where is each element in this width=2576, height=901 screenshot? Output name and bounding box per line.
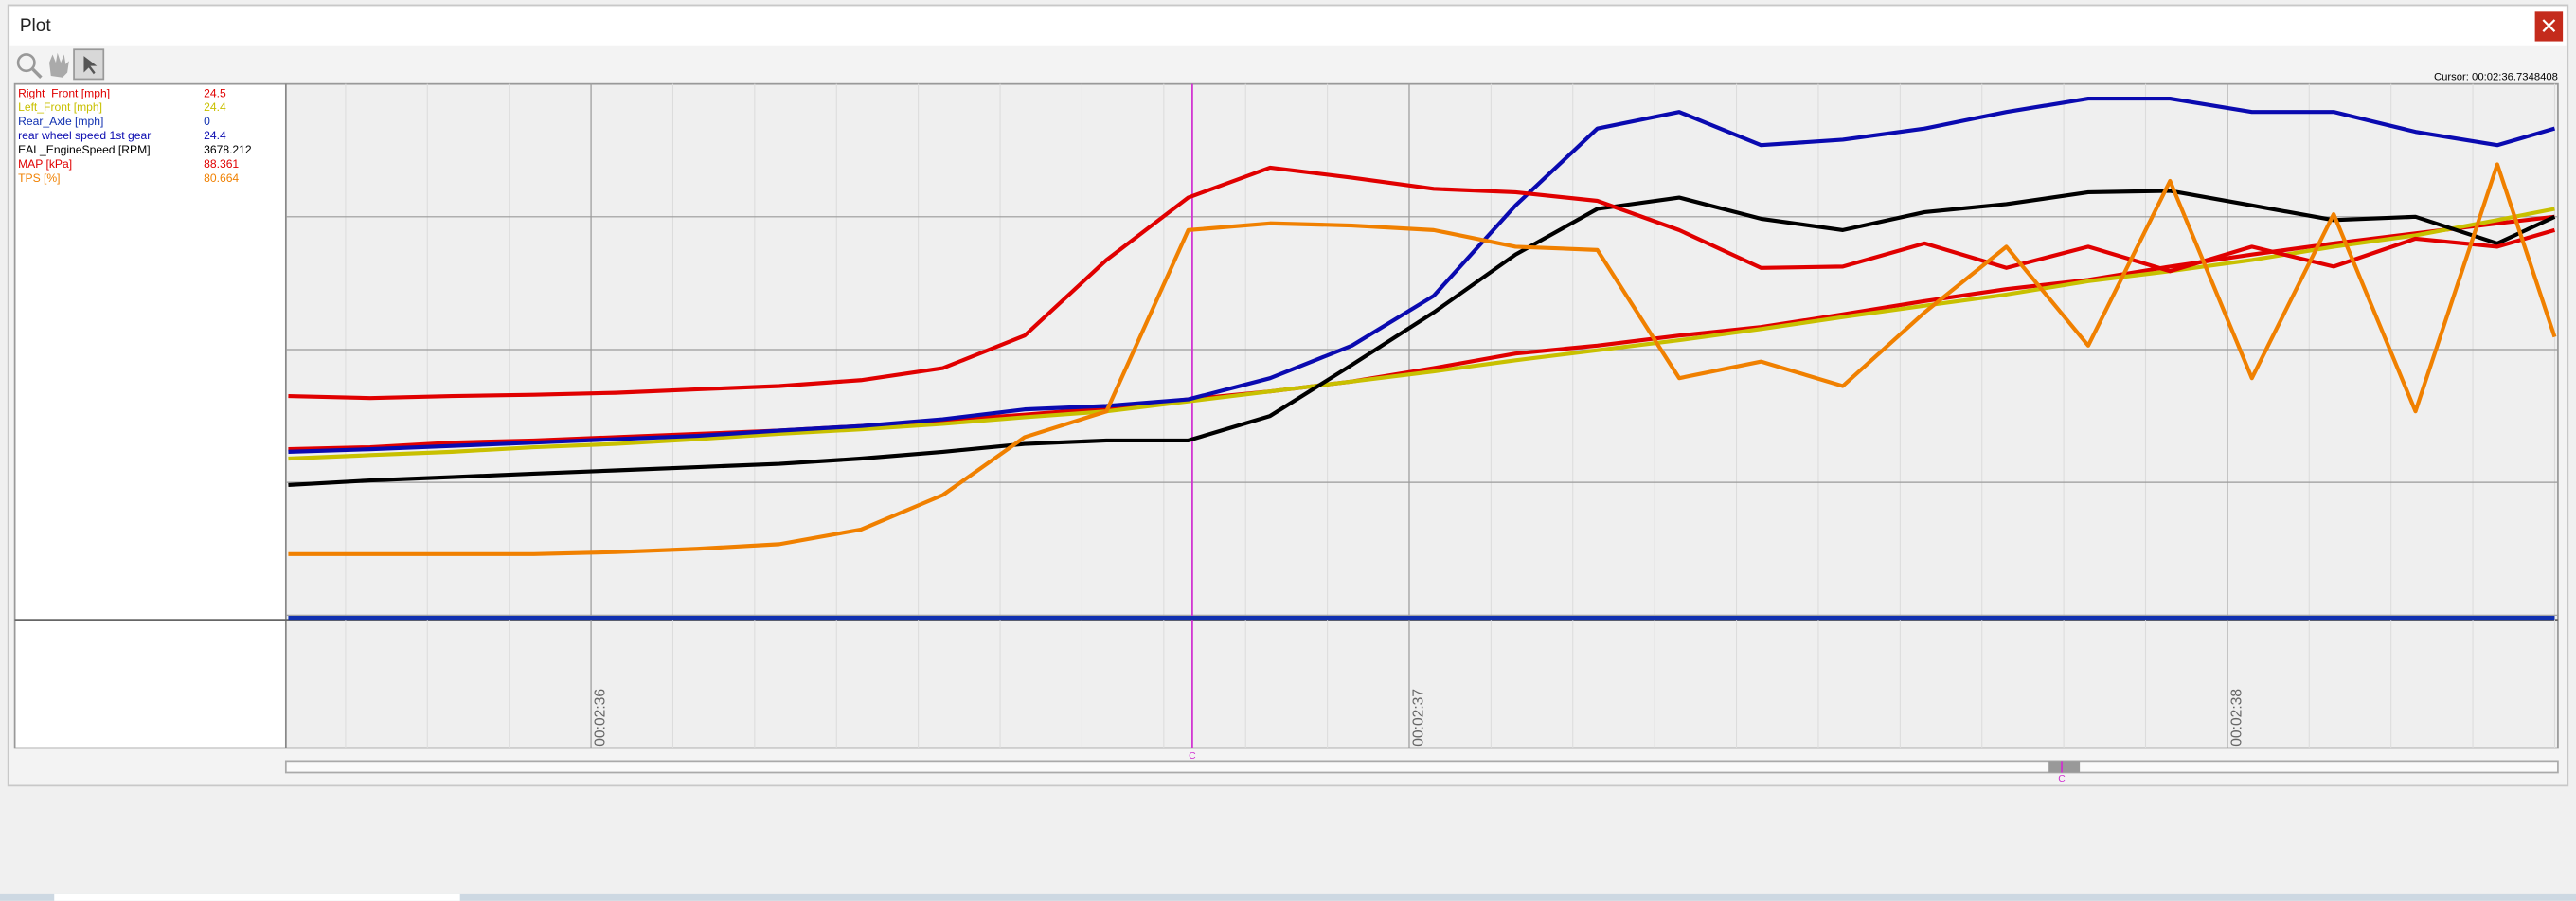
legend-name: TPS [%] [18, 171, 60, 185]
toolbar [16, 48, 105, 81]
arrow-icon [83, 56, 98, 75]
window-title: Plot [20, 16, 52, 36]
series-line [288, 162, 2557, 556]
series-line [288, 207, 2555, 461]
plot-border [13, 82, 2559, 749]
legend-value: 88.361 [204, 157, 239, 171]
cursor-readout: Cursor: 00:02:36.7348408 [2434, 72, 2558, 83]
pan-tool[interactable] [49, 52, 69, 78]
legend-name: EAL_EngineSpeed [RPM] [18, 143, 151, 156]
x-tick-label: 00:02:36 [593, 689, 609, 747]
x-tick-label: 00:02:38 [2228, 689, 2245, 747]
scrollbar-thumb[interactable] [2048, 761, 2081, 773]
zoom-tool[interactable] [16, 53, 36, 73]
series-line [288, 97, 2556, 454]
taskbar [0, 893, 2576, 901]
legend-name: Rear_Axle [mph] [18, 115, 103, 128]
legend-value: 24.4 [204, 129, 226, 142]
legend-name: Right_Front [mph] [18, 86, 110, 99]
legend-name: rear wheel speed 1st gear [18, 129, 151, 142]
legend-value: 24.4 [204, 100, 226, 114]
title-bar [9, 7, 2567, 46]
series-line [288, 165, 2556, 401]
series-line [288, 189, 2556, 488]
legend-name: MAP [kPa] [18, 157, 72, 171]
legend-panel [14, 83, 286, 748]
close-icon [2542, 19, 2556, 32]
cursor-marker: C [1189, 751, 1196, 762]
legend-name: Left_Front [mph] [18, 100, 102, 114]
legend-value: 80.664 [204, 171, 239, 185]
scroll-cursor-marker: C [2058, 774, 2066, 784]
scrollbar[interactable] [284, 760, 2559, 774]
zoom-handle [31, 67, 43, 79]
legend-value: 24.5 [204, 86, 226, 99]
taskbar-item [54, 893, 460, 901]
plot-area [285, 83, 2558, 748]
legend-value: 0 [204, 115, 210, 128]
legend-value: 3678.212 [204, 143, 252, 156]
x-tick-label: 00:02:37 [1411, 689, 1427, 747]
